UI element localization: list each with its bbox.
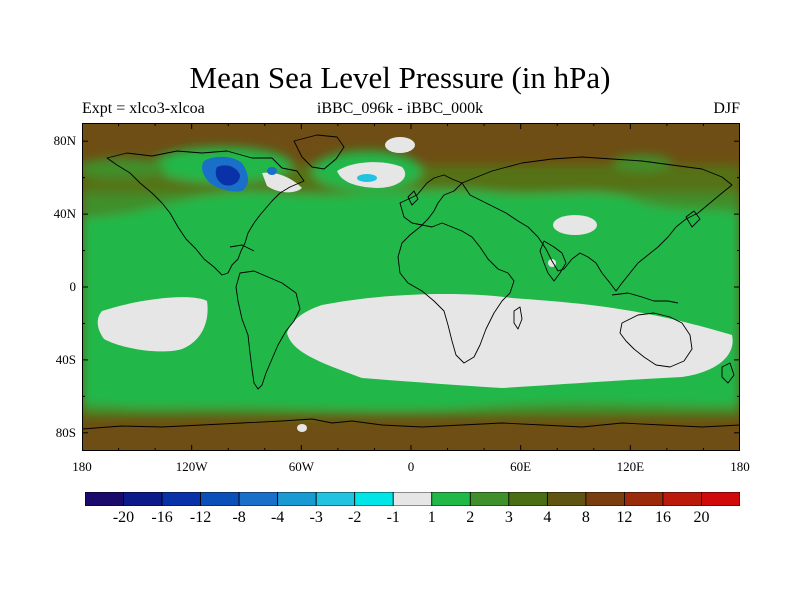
coast-indonesia [611, 292, 679, 304]
colorbar-label: -4 [270, 509, 285, 526]
lat-tick-label: 80S [55, 424, 76, 440]
difference-label: iBBC_096k - iBBC_000k [316, 100, 484, 117]
season-label: DJF [713, 100, 740, 117]
coast-cuba [229, 244, 255, 252]
colorbar-label: -12 [189, 509, 212, 526]
colorbar [85, 492, 740, 506]
colorbar-swatch [238, 492, 279, 506]
lat-tick-label: 0 [69, 279, 77, 294]
field-blue-canada-inner [215, 165, 240, 186]
coast-uk [407, 190, 419, 206]
colorbar-label: -20 [112, 509, 135, 526]
lon-tick-label: 120E [616, 459, 645, 474]
colorbar-label: 2 [466, 509, 475, 526]
coast-south-america [235, 270, 301, 390]
colorbar-label: -1 [386, 509, 400, 526]
colorbar-label: 16 [654, 509, 671, 526]
field-green-north-d [612, 155, 672, 171]
lat-tick-label: 80N [53, 133, 76, 149]
field-white-arctic [385, 137, 415, 153]
lon-tick-label: 180 [730, 459, 750, 474]
field-green-north-c [82, 158, 167, 178]
colorbar-label: 12 [616, 509, 633, 526]
lon-tick-label: 0 [407, 459, 415, 474]
lat-tick-label: 40S [55, 351, 76, 367]
field-white-tibet [553, 215, 597, 235]
field-blue-labrador [267, 167, 277, 175]
colorbar-label: -16 [151, 509, 173, 526]
colorbar-swatch [85, 492, 124, 506]
colorbar-swatch [315, 492, 356, 506]
colorbar-swatch [354, 492, 394, 506]
experiment-label: Expt = xlco3-xlcoa [82, 100, 205, 117]
coast-asia [461, 156, 733, 292]
lon-tick-label: 180 [72, 459, 92, 474]
coast-north-america [106, 150, 305, 276]
colorbar-swatch [277, 492, 317, 506]
colorbar-swatch [624, 492, 664, 506]
field-white-southpacific [97, 297, 208, 352]
colorbar-label: 1 [427, 509, 436, 526]
field-white-madagascar [513, 315, 525, 327]
lon-tick-label: 60W [288, 459, 314, 474]
field-white-hudson [262, 172, 302, 193]
colorbar-label: 3 [504, 509, 513, 526]
map-title: Mean Sea Level Pressure (in hPa) [189, 60, 611, 95]
colorbar-label: -2 [348, 509, 362, 526]
coast-greenland [293, 134, 345, 170]
coast-madagascar [513, 306, 523, 330]
lon-tick-label: 120W [175, 459, 208, 474]
field-cyan-atlantic [357, 174, 377, 182]
colorbar-label: -3 [309, 509, 323, 526]
coast-australia [619, 312, 693, 368]
coast-newzealand [721, 362, 735, 384]
colorbar-swatch [701, 492, 740, 506]
field-white-southatlantic [287, 293, 733, 388]
colorbar-label: 8 [581, 509, 590, 526]
coast-japan [685, 210, 701, 228]
colorbar-swatch [161, 492, 201, 506]
colorbar-label: 4 [543, 509, 552, 526]
colorbar-label: -8 [232, 509, 246, 526]
coast-india [539, 240, 567, 282]
colorbar-label: 20 [693, 509, 710, 526]
colorbar-swatch [123, 492, 163, 506]
colorbar-swatch [662, 492, 702, 506]
coast-europe-africa [397, 174, 515, 364]
colorbar-swatch [392, 492, 433, 506]
colorbar-swatch [469, 492, 510, 506]
colorbar-swatch [546, 492, 587, 506]
colorbar-swatch [508, 492, 548, 506]
colorbar-swatch [431, 492, 471, 506]
colorbar-swatch [200, 492, 240, 506]
map-plot [82, 123, 740, 451]
field-white-antarctic [297, 424, 307, 432]
coast-antarctica [82, 418, 740, 430]
lon-tick-label: 60E [510, 459, 532, 474]
colorbar-swatch [585, 492, 625, 506]
lat-tick-label: 40N [53, 206, 76, 222]
